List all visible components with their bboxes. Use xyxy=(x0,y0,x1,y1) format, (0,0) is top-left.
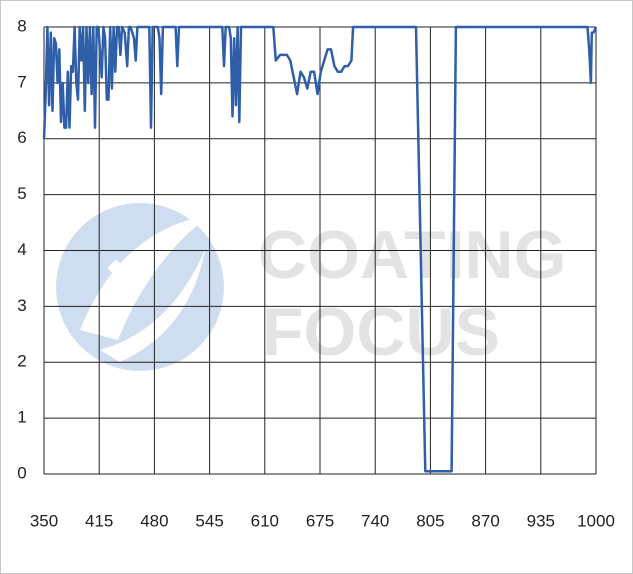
y-tick-label: 5 xyxy=(17,184,26,203)
watermark-logo xyxy=(56,203,224,371)
y-tick-label: 8 xyxy=(17,16,26,35)
x-tick-label: 740 xyxy=(361,511,389,530)
x-tick-label: 870 xyxy=(471,511,499,530)
y-tick-label: 6 xyxy=(17,128,26,147)
y-tick-label: 4 xyxy=(17,240,26,259)
x-tick-label: 350 xyxy=(30,511,58,530)
watermark: COATING xyxy=(258,217,567,293)
y-tick-label: 1 xyxy=(17,408,26,427)
watermark: FOCUS xyxy=(262,294,500,370)
y-tick-label: 7 xyxy=(17,72,26,91)
x-tick-label: 675 xyxy=(306,511,334,530)
y-tick-label: 2 xyxy=(17,352,26,371)
x-tick-label: 480 xyxy=(140,511,168,530)
y-tick-label: 0 xyxy=(17,463,26,482)
x-tick-label: 935 xyxy=(527,511,555,530)
x-tick-label: 805 xyxy=(416,511,444,530)
x-tick-label: 1000 xyxy=(577,511,615,530)
x-tick-label: 545 xyxy=(195,511,223,530)
data-line xyxy=(42,25,598,473)
x-tick-label: 610 xyxy=(251,511,279,530)
y-tick-label: 3 xyxy=(17,296,26,315)
x-tick-label: 415 xyxy=(85,511,113,530)
